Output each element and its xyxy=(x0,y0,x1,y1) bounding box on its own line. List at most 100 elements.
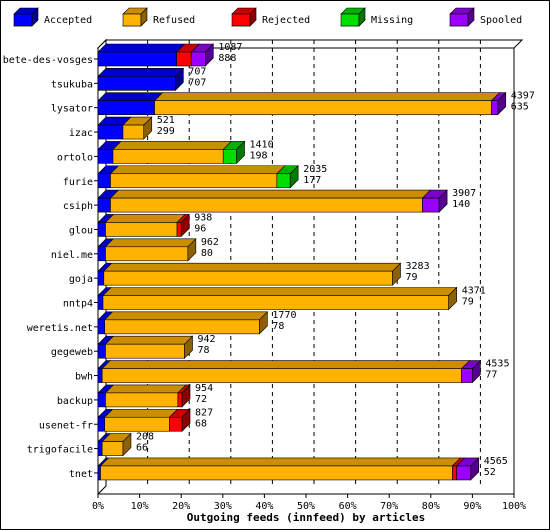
bar-segment-top xyxy=(103,311,269,321)
bar-segment-accepted xyxy=(97,149,114,164)
bar-segment-missing xyxy=(222,149,237,164)
data-label-total: 1770 xyxy=(272,310,296,321)
legend-item-rejected: Rejected xyxy=(231,7,310,27)
bar-furie xyxy=(97,165,299,189)
bar-segment-refused xyxy=(105,222,178,237)
x-tick-label: 30% xyxy=(214,501,232,512)
data-label-total: 827 xyxy=(195,407,213,418)
data-label-total: 962 xyxy=(201,237,219,248)
y-tick-label: bete-des-vosges xyxy=(3,55,93,66)
legend-label: Spooled xyxy=(480,15,522,26)
data-label-total: 2035 xyxy=(303,164,327,175)
bar-segment-refused xyxy=(103,270,393,286)
x-axis-title: Outgoing feeds (innfeed) by articles xyxy=(187,511,425,524)
y-tick-label: tsukuba xyxy=(51,79,93,90)
data-label-accepted: 96 xyxy=(194,223,206,234)
bar-glou xyxy=(97,213,190,238)
bar-segment-top xyxy=(101,360,471,369)
x-tick-label: 10% xyxy=(131,501,149,512)
bar-nntp4 xyxy=(97,286,458,311)
bar-segment-accepted xyxy=(97,441,103,456)
bar-backup xyxy=(97,384,191,408)
bar-tnet xyxy=(97,457,480,481)
legend-swatch-side xyxy=(140,7,148,27)
y-tick-label: tnet xyxy=(69,469,93,480)
y-tick-label: niel.me xyxy=(51,250,93,261)
bar-segment-accepted xyxy=(97,173,111,189)
bar-segment-spooled xyxy=(190,51,206,67)
bar-segment-top xyxy=(99,457,462,467)
data-label-total: 707 xyxy=(188,66,206,77)
data-label-total: 3283 xyxy=(406,261,430,272)
legend-label: Accepted xyxy=(44,15,92,26)
bar-bwh xyxy=(97,359,482,384)
x-tick-label: 50% xyxy=(297,501,315,512)
data-label-total: 954 xyxy=(195,383,213,394)
bar-segment-accepted xyxy=(97,100,155,115)
y-tick-label: glou xyxy=(69,225,93,236)
bar-segment-accepted xyxy=(97,246,106,262)
bar-tsukuba xyxy=(97,67,185,92)
y-tick-label: gegeweb xyxy=(51,347,93,358)
legend-swatch xyxy=(340,13,360,27)
bar-segment-refused xyxy=(104,416,170,432)
legend-swatch xyxy=(122,13,142,27)
bar-segment-refused xyxy=(101,368,462,383)
bar-segment-refused xyxy=(112,149,224,164)
legend-item-spooled: Spooled xyxy=(449,7,522,27)
legend-label: Rejected xyxy=(262,15,310,26)
legend-label: Refused xyxy=(153,15,195,26)
data-label-accepted: 77 xyxy=(485,370,497,381)
legend-swatch-side xyxy=(31,7,39,27)
bar-segment-refused xyxy=(105,343,185,359)
bar-segment-refused xyxy=(104,319,260,335)
y-tick-label: lysator xyxy=(51,104,93,115)
y-tick-label: trigofacile xyxy=(27,445,93,456)
bar-segment-top xyxy=(97,92,164,101)
legend-item-refused: Refused xyxy=(122,7,195,27)
data-label-accepted: 635 xyxy=(511,102,529,113)
bar-bete-des-vosges xyxy=(97,43,215,67)
bar-segment-top xyxy=(104,335,194,345)
bar-segment-spooled xyxy=(491,100,499,115)
y-tick-label: ortolo xyxy=(57,152,93,163)
bar-segment-accepted xyxy=(97,319,105,335)
bar-segment-top xyxy=(104,214,186,223)
bar-segment-rejected xyxy=(452,465,457,481)
bar-segment-top xyxy=(109,189,432,199)
y-tick-label: furie xyxy=(63,177,93,188)
x-tick-label: 90% xyxy=(463,501,481,512)
bar-segment-refused xyxy=(105,246,189,262)
y-tick-label: backup xyxy=(57,396,93,407)
bar-segment-accepted xyxy=(97,222,106,237)
legend-swatch-side xyxy=(249,7,257,27)
bar-segment-side xyxy=(180,213,190,238)
x-tick-label: 60% xyxy=(339,501,357,512)
bar-segment-accepted xyxy=(97,368,103,383)
bar-segment-refused xyxy=(110,173,278,189)
bar-segment-refused xyxy=(100,465,453,481)
bar-segment-accepted xyxy=(97,465,101,481)
x-tick-label: 40% xyxy=(255,501,273,512)
bar-segment-side xyxy=(392,262,401,286)
legend-swatch-side xyxy=(358,7,366,27)
bar-segment-side xyxy=(187,238,197,262)
bar-segment-rejected xyxy=(169,416,183,432)
bar-segment-refused xyxy=(154,100,492,115)
bar-segment-spooled xyxy=(456,465,472,481)
bar-trigofacile xyxy=(97,432,132,457)
bar-segment-spooled xyxy=(461,368,473,383)
bar-segment-missing xyxy=(276,173,291,189)
data-label-total: 1410 xyxy=(250,139,274,150)
bar-segment-top xyxy=(112,141,232,150)
bar-segment-top xyxy=(104,238,197,248)
bar-segment-accepted xyxy=(97,270,105,286)
y-tick-label: izac xyxy=(69,128,93,139)
bar-segment-side xyxy=(497,91,507,116)
legend-swatch-side xyxy=(467,7,475,27)
y-tick-label: bwh xyxy=(75,372,93,383)
data-label-total: 208 xyxy=(136,432,154,443)
x-tick-label: 0% xyxy=(92,501,104,512)
y-tick-label: weretis.net xyxy=(27,323,93,334)
bar-segment-side xyxy=(122,432,132,457)
